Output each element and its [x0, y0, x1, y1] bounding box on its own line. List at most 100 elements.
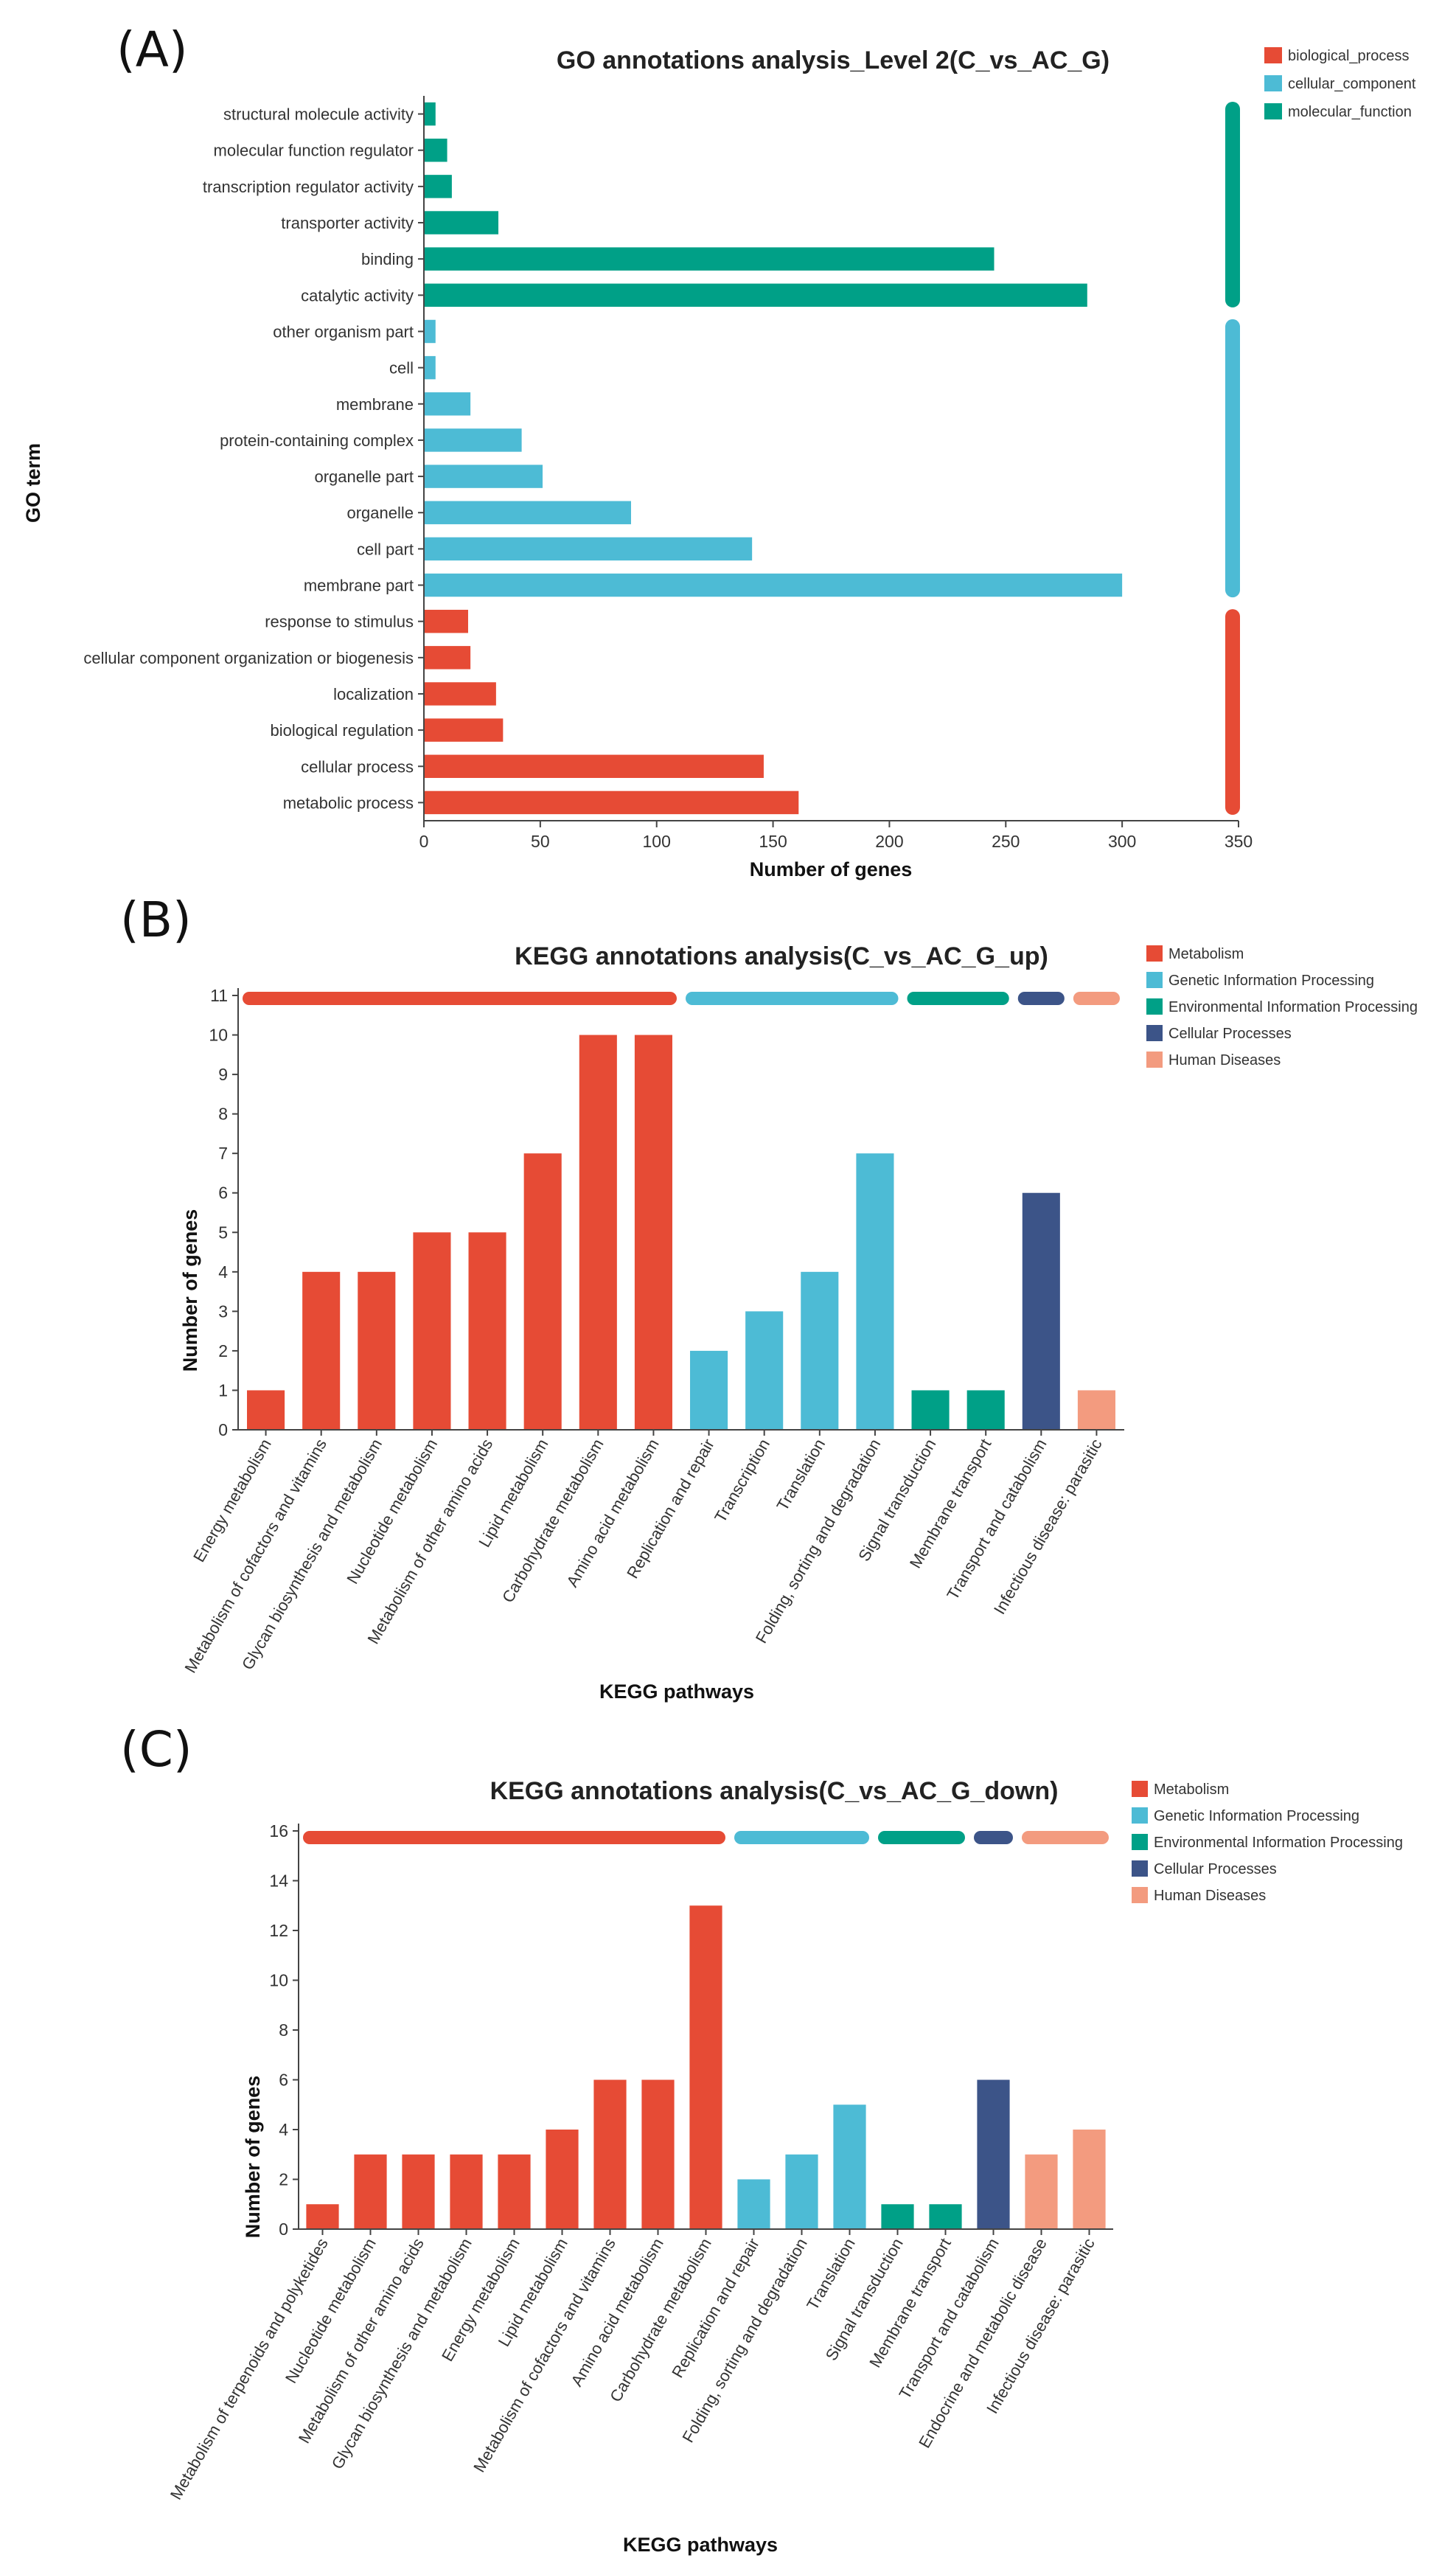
panel-label-b: (B)	[120, 891, 192, 948]
bar	[450, 2154, 483, 2229]
legend-label: Metabolism	[1168, 946, 1244, 962]
group-bar-cellular_component	[1225, 319, 1240, 598]
bar	[424, 682, 496, 706]
legend-label: molecular_function	[1288, 104, 1412, 120]
y-tick-label: 8	[218, 1105, 228, 1124]
bar	[977, 2079, 1010, 2229]
bar	[634, 1035, 672, 1430]
y-tick-label: 1	[218, 1380, 228, 1400]
category-label: Translation	[803, 2235, 859, 2313]
bar	[424, 247, 995, 271]
x-tick-label: 350	[1225, 832, 1253, 851]
x-tick-label: 250	[992, 832, 1020, 851]
y-tick-label: 16	[269, 1821, 288, 1841]
y-tick-label: 14	[269, 1871, 288, 1891]
legend-swatch	[1264, 103, 1282, 119]
y-tick-label: 10	[209, 1026, 228, 1045]
bar	[247, 1390, 285, 1430]
category-label: Infectious disease: parasitic	[990, 1436, 1106, 1618]
legend: Metabolism Genetic Information Processing…	[1146, 945, 1418, 1068]
category-label: membrane part	[304, 577, 414, 595]
category-label: organelle	[346, 504, 414, 522]
bar	[424, 355, 436, 380]
bar	[358, 1271, 396, 1430]
bar	[424, 573, 1123, 597]
bar	[424, 102, 436, 126]
bar	[424, 319, 436, 344]
go-annotation-chart: (A) GO annotations analysis_Level 2(C_vs…	[22, 21, 1416, 880]
category-label: organelle part	[314, 468, 414, 486]
bar	[354, 2154, 387, 2229]
x-axis-title: Number of genes	[750, 858, 913, 880]
x-tick-label: 300	[1108, 832, 1136, 851]
chart-title: GO annotations analysis_Level 2(C_vs_AC_…	[557, 46, 1110, 74]
legend-label: Environmental Information Processing	[1168, 999, 1418, 1015]
bar	[424, 428, 522, 452]
legend-swatch	[1146, 1052, 1163, 1068]
legend-swatch	[1264, 75, 1282, 91]
y-tick-label: 0	[279, 2220, 288, 2239]
category-label: structural molecule activity	[223, 105, 414, 124]
bar	[424, 283, 1087, 307]
group-bar-cellular-processes	[1017, 992, 1065, 1005]
y-tick-label: 2	[279, 2170, 288, 2189]
y-tick-label: 8	[279, 2020, 288, 2040]
legend-label: Genetic Information Processing	[1154, 1808, 1359, 1824]
category-label: membrane	[336, 395, 414, 414]
category-label: binding	[361, 250, 414, 268]
bar	[424, 754, 764, 779]
bar	[641, 2079, 675, 2229]
legend: Metabolism Genetic Information Processing…	[1132, 1781, 1403, 1904]
panel-label-c: (C)	[120, 1721, 192, 1778]
bar	[523, 1153, 562, 1430]
bar	[689, 1905, 722, 2229]
legend-label: biological_process	[1288, 48, 1410, 64]
bar	[1025, 2154, 1058, 2229]
category-label: response to stimulus	[265, 613, 414, 631]
category-label: Translation	[773, 1436, 829, 1514]
legend-swatch	[1132, 1834, 1148, 1850]
legend-swatch	[1132, 1860, 1148, 1877]
chart-title: KEGG annotations analysis(C_vs_AC_G_down…	[490, 1777, 1059, 1805]
y-tick-label: 7	[218, 1144, 228, 1163]
category-label: cellular component organization or bioge…	[83, 649, 414, 667]
group-bar-human-diseases	[1022, 1831, 1109, 1844]
y-tick-label: 10	[269, 1971, 288, 1990]
category-label: Transcription	[711, 1436, 773, 1526]
legend-label: Cellular Processes	[1168, 1026, 1292, 1042]
legend-swatch	[1264, 47, 1282, 63]
kegg-up-chart: (B) KEGG annotations analysis(C_vs_AC_G_…	[120, 891, 1418, 1703]
bar	[966, 1390, 1005, 1430]
y-tick-label: 5	[218, 1223, 228, 1242]
category-label: catalytic activity	[301, 286, 414, 305]
x-tick-label: 100	[643, 832, 671, 851]
group-bar-environmental-information-processing	[907, 992, 1009, 1005]
bar	[424, 138, 447, 162]
plot-area: structural molecule activity molecular fu…	[83, 96, 1253, 851]
legend-label: Human Diseases	[1154, 1888, 1266, 1904]
y-axis-title: Number of genes	[242, 2076, 264, 2239]
bar	[785, 2154, 818, 2229]
bar	[424, 790, 799, 815]
bar	[498, 2154, 531, 2229]
bar	[801, 1271, 839, 1430]
legend-label: Metabolism	[1154, 1782, 1229, 1798]
bar	[833, 2104, 866, 2229]
x-tick-label: 0	[419, 832, 429, 851]
group-bar-human-diseases	[1073, 992, 1120, 1005]
group-bar-genetic-information-processing	[734, 1831, 869, 1844]
legend-swatch	[1146, 1025, 1163, 1041]
legend-label: Human Diseases	[1168, 1052, 1281, 1068]
bar	[745, 1311, 784, 1430]
y-tick-label: 6	[218, 1184, 228, 1203]
category-label: localization	[333, 685, 414, 703]
group-bar-metabolism	[243, 992, 677, 1005]
bar	[1073, 2130, 1106, 2229]
category-label: molecular function regulator	[214, 142, 414, 160]
category-label: other organism part	[273, 322, 414, 341]
bar	[424, 392, 471, 416]
category-label: Carbohydrate metabolism	[498, 1436, 607, 1606]
bar	[306, 2204, 339, 2229]
